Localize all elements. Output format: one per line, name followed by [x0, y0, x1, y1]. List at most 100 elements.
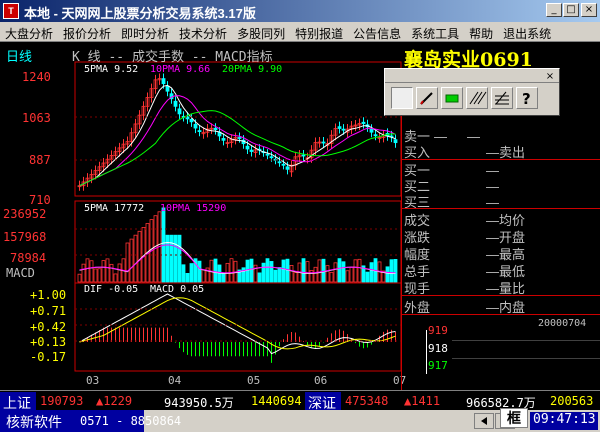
menu-item-quote[interactable]: 报价分析 [63, 27, 112, 41]
menu-item-multi[interactable]: 多股同列 [237, 27, 286, 41]
candle-body [89, 173, 94, 179]
volume-bar [273, 269, 278, 283]
volume-bar [389, 259, 394, 283]
candle-body [237, 137, 242, 139]
candle-body [213, 127, 218, 131]
sh-index-label[interactable]: 上证 [0, 392, 36, 411]
menu-item-special[interactable]: 特别报道 [295, 27, 344, 41]
volume-bar [181, 264, 186, 283]
pen-tool-icon[interactable] [416, 87, 438, 109]
quote-row: 现手 —量比 [404, 281, 526, 296]
company-phone: 0571 - 8850864 [80, 414, 182, 428]
volume-bar [345, 270, 350, 283]
vol-ma10-label: 10PMA 15290 [160, 203, 227, 214]
volume-bar [249, 258, 254, 283]
candle-body [369, 128, 374, 133]
volume-bar [165, 234, 170, 283]
x-tick: 07 [393, 374, 407, 387]
vol-tick: 157968 [3, 230, 47, 244]
x-tick: 06 [314, 374, 328, 387]
candle-body [321, 141, 326, 144]
scroll-left-button[interactable] [474, 413, 494, 429]
candle-body [97, 166, 102, 171]
menu-item-announcement[interactable]: 公告信息 [353, 27, 402, 41]
candle-body [329, 134, 334, 144]
volume-bar [81, 263, 86, 283]
price-tick: 887 [29, 153, 51, 167]
sz-amount: 200563 [550, 394, 594, 408]
menu-item-market[interactable]: 大盘分析 [5, 27, 54, 41]
parallel-lines-tool-icon[interactable] [466, 87, 488, 109]
sz-index-label[interactable]: 深证 [305, 392, 341, 411]
close-button[interactable]: × [581, 3, 597, 17]
menu-item-technical[interactable]: 技术分析 [179, 27, 228, 41]
candle-body [161, 78, 166, 85]
volume-bar [229, 258, 234, 283]
frame-button[interactable]: 框 [500, 408, 528, 428]
volume-bar [205, 267, 210, 283]
volume-bar [317, 259, 322, 283]
ma10-label: 10PMA 9.66 [150, 64, 211, 75]
quote-row: 幅度 —最高 [404, 247, 526, 262]
candle-body [201, 131, 206, 135]
volume-bar [193, 258, 198, 283]
volume-bar [329, 271, 334, 283]
candle-body [281, 163, 286, 166]
minimize-button[interactable]: _ [546, 3, 562, 17]
candle-body [341, 128, 346, 131]
candle-body [313, 142, 318, 151]
candle-body [233, 137, 238, 140]
toolbox-titlebar[interactable] [385, 69, 559, 83]
volume-bar [109, 263, 114, 283]
tick-price: 919 [428, 324, 448, 337]
macd-tick: +0.42 [30, 320, 67, 334]
volume-bar [133, 234, 138, 283]
period-label[interactable]: 日线 [6, 50, 33, 65]
cursor-tool-icon[interactable] [391, 87, 413, 109]
candle-body [109, 155, 114, 160]
fibonacci-tool-icon[interactable] [491, 87, 513, 109]
candle-body [277, 161, 282, 164]
quote-panel: 卖一 — — 买入 —卖出 买一 — 买二 — 买三 — 成交 —均价 涨跌 —开盘 幅度 —最高… [401, 70, 600, 390]
volume-bar [333, 262, 338, 283]
candle-body [225, 142, 230, 144]
menu-item-help[interactable]: 帮助 [469, 27, 494, 41]
sh-index-change: ▲1229 [96, 394, 133, 408]
ma5-line [79, 84, 396, 187]
volume-bar [341, 261, 346, 283]
drawing-toolbox[interactable]: × ? [384, 68, 560, 116]
candle-body [153, 79, 158, 90]
clock: 09:47:13 [530, 412, 598, 430]
menu-item-exit[interactable]: 退出系统 [503, 27, 552, 41]
x-tick: 05 [247, 374, 261, 387]
bottom-status-bar: 核新软件 0571 - 8850864 框 09:47:13 [0, 408, 600, 432]
macd-frame [74, 282, 402, 372]
volume-bar [337, 258, 342, 283]
vol-ma5-line [79, 241, 396, 274]
candle-body [93, 170, 98, 175]
macd-title: MACD [6, 266, 35, 280]
rectangle-tool-icon[interactable] [441, 87, 463, 109]
tick-price: 917 [428, 359, 448, 372]
help-question-icon[interactable]: ? [516, 87, 538, 109]
volume-bar [253, 264, 258, 283]
volume-bar [353, 259, 358, 283]
candle-body [149, 88, 154, 98]
quote-row: 买二 — [404, 179, 499, 194]
x-tick: 04 [168, 374, 182, 387]
app-icon[interactable]: T [3, 3, 19, 19]
candle-body [129, 132, 134, 142]
vol-ma5-label: 5PMA 17772 [84, 203, 145, 214]
candle-body [361, 121, 366, 124]
tick-axis [426, 330, 427, 374]
toolbox-close-button[interactable]: × [545, 71, 555, 82]
menu-item-tools[interactable]: 系统工具 [411, 27, 460, 41]
stock-name: 襄岛实业0691 [404, 49, 533, 71]
dif-label: DIF -0.05 [84, 284, 139, 295]
volume-bar [385, 266, 390, 283]
svg-text:?: ? [522, 90, 531, 108]
menu-item-realtime[interactable]: 即时分析 [121, 27, 170, 41]
quote-row: 涨跌 —开盘 [404, 230, 526, 245]
dea-line [79, 297, 396, 350]
maximize-button[interactable]: □ [563, 3, 579, 17]
